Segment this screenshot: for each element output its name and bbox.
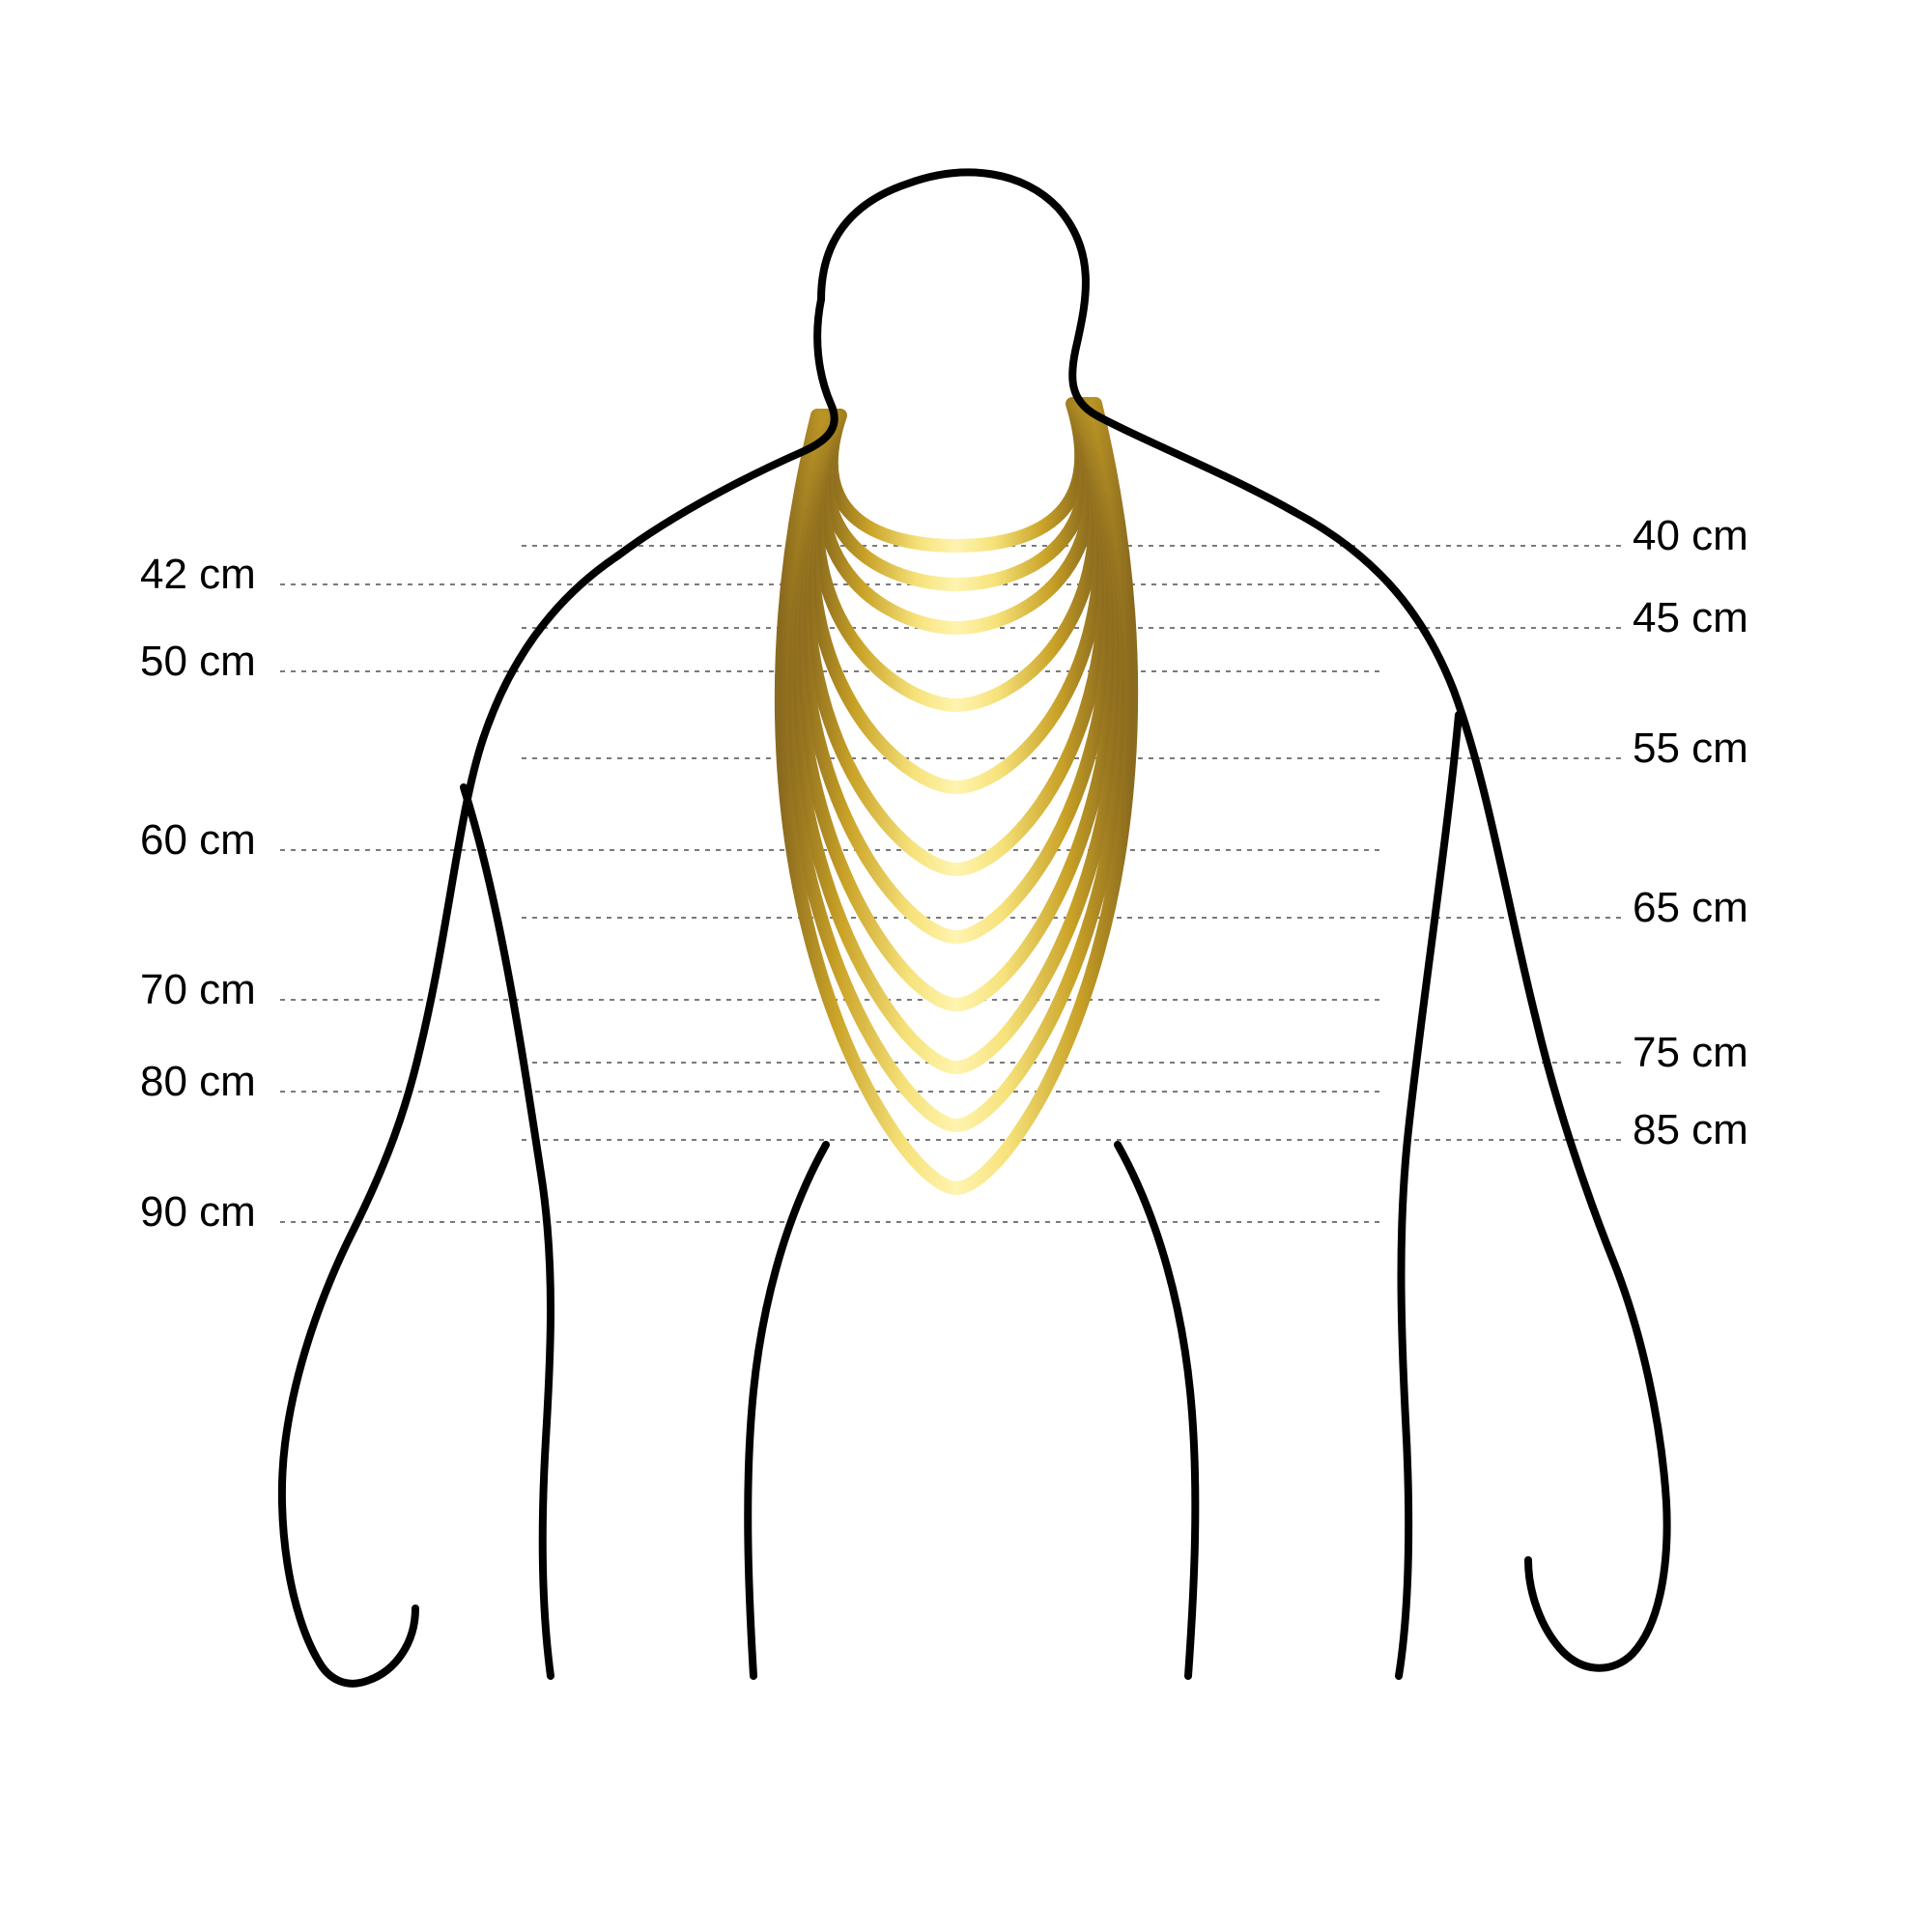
chain	[802, 404, 1111, 937]
length-label: 40 cm	[1633, 512, 1748, 560]
length-label: 85 cm	[1633, 1106, 1748, 1154]
chain	[832, 404, 1081, 546]
chain	[827, 404, 1086, 584]
silhouette-stroke	[464, 787, 551, 1676]
silhouette-stroke	[1118, 1145, 1195, 1676]
length-label: 90 cm	[140, 1188, 256, 1236]
necklace-chains	[781, 404, 1131, 1188]
length-label: 45 cm	[1633, 594, 1748, 642]
length-label: 70 cm	[140, 966, 256, 1014]
silhouette-stroke	[748, 1145, 826, 1676]
silhouette-stroke	[282, 555, 618, 1684]
silhouette-stroke	[1294, 512, 1667, 1668]
diagram-svg	[0, 0, 1932, 1932]
silhouette-stroke	[1399, 715, 1459, 1676]
length-label: 80 cm	[140, 1058, 256, 1106]
silhouette-stroke	[821, 172, 1294, 512]
length-label: 60 cm	[140, 816, 256, 865]
length-label: 42 cm	[140, 551, 256, 599]
length-label: 55 cm	[1633, 724, 1748, 773]
chain	[811, 404, 1100, 787]
length-label: 75 cm	[1633, 1029, 1748, 1077]
necklace-length-diagram: 40 cm 42 cm 45 cm 50 cm 55 cm 60 cm 65 cm 70 cm…	[0, 0, 1932, 1932]
length-label: 65 cm	[1633, 884, 1748, 932]
length-label: 50 cm	[140, 638, 256, 686]
